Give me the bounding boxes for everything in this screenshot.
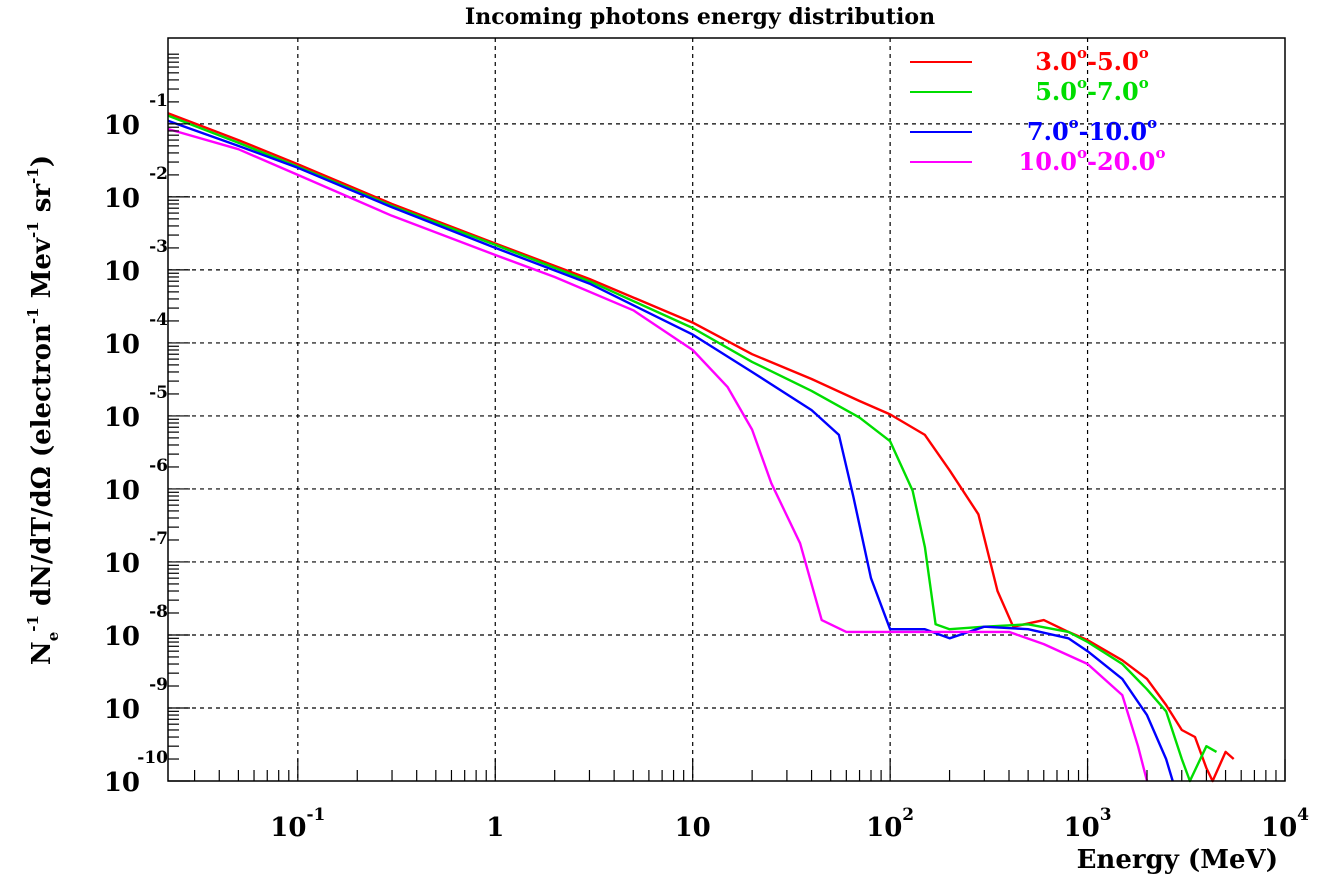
y-tick-base: 10	[104, 549, 140, 579]
x-tick-base: 1	[486, 813, 504, 843]
series-line-2	[167, 114, 1218, 783]
y-tick-base: 10	[104, 111, 140, 141]
grid	[168, 38, 1285, 781]
y-tick-exponent: -5	[149, 383, 168, 403]
x-tick-base: 10	[675, 813, 711, 843]
y-label-n: N	[27, 641, 57, 665]
x-tick-label: 103	[1064, 805, 1112, 843]
degree-mark: o	[1139, 74, 1149, 92]
y-label-sup1: -1	[24, 307, 42, 324]
degree-mark: o	[1139, 44, 1149, 62]
y-tick-exponent: -1	[149, 91, 168, 111]
y-tick-base: 10	[104, 768, 140, 798]
y-label-mev: Mev	[27, 237, 57, 307]
legend-angle: 10.0	[1019, 147, 1077, 176]
y-tick-base: 10	[104, 622, 140, 652]
y-tick-base: 10	[104, 330, 140, 360]
x-tick-exponent: 3	[1100, 805, 1112, 825]
x-tick-label: 10-1	[270, 805, 325, 843]
degree-mark: o	[1077, 44, 1087, 62]
x-tick-base: 10	[1261, 813, 1297, 843]
legend-angle: 7.0	[1027, 117, 1069, 146]
degree-mark: o	[1147, 114, 1157, 132]
y-tick-base: 10	[104, 695, 140, 725]
y-label-n-sub: e	[44, 632, 62, 642]
series-layer	[167, 112, 1235, 783]
x-tick-exponent: 4	[1297, 805, 1309, 825]
y-tick-exponent: -2	[149, 164, 168, 184]
x-tick-label: 104	[1261, 805, 1309, 843]
x-tick-label: 1	[486, 813, 504, 843]
x-axis-label: Energy (MeV)	[1077, 845, 1278, 875]
legend-angle: -7.0	[1087, 77, 1139, 106]
y-tick-exponent: -9	[149, 675, 168, 695]
series-line-4	[167, 127, 1149, 782]
y-tick-exponent: -3	[149, 237, 168, 257]
x-tick-base: 10	[866, 813, 902, 843]
y-tick-exponent: -4	[149, 310, 168, 330]
degree-mark: o	[1155, 144, 1165, 162]
legend-label-2: 5.0o-7.0o	[1035, 74, 1149, 106]
y-tick-labels: 10-110-210-310-410-510-610-710-810-910-1…	[104, 91, 168, 798]
legend-angle: 3.0	[1035, 47, 1077, 76]
y-tick-exponent: -6	[149, 456, 168, 476]
chart-title: Incoming photons energy distribution	[465, 4, 935, 30]
x-tick-base: 10	[270, 813, 306, 843]
x-tick-label: 102	[866, 805, 914, 843]
legend-label-3: 7.0o-10.0o	[1027, 114, 1157, 146]
degree-mark: o	[1069, 114, 1079, 132]
y-tick-exponent: -7	[149, 529, 168, 549]
y-label-sr: sr	[27, 184, 57, 222]
x-tick-exponent: -1	[306, 805, 325, 825]
legend-angle: 5.0	[1035, 77, 1077, 106]
y-tick-base: 10	[104, 476, 140, 506]
y-label-n-sup: -1	[24, 615, 42, 632]
degree-mark: o	[1077, 144, 1087, 162]
y-label-body: dN/dT/dΩ (electron	[27, 324, 57, 615]
legend-angle: -20.0	[1087, 147, 1155, 176]
legend-angle: -5.0	[1087, 47, 1139, 76]
x-tick-base: 10	[1064, 813, 1100, 843]
y-tick-base: 10	[104, 403, 140, 433]
legend-label-4: 10.0o-20.0o	[1019, 144, 1166, 176]
series-line-3	[167, 119, 1174, 782]
y-axis-label: Ne-1 dN/dT/dΩ (electron-1 Mev-1 sr-1)	[24, 155, 62, 665]
x-tick-exponent: 2	[902, 805, 914, 825]
ticks	[168, 53, 1286, 782]
x-tick-labels: 10-1 1 10 102 103 104	[270, 805, 1309, 843]
y-label-sup2: -1	[24, 221, 42, 238]
x-tick-label: 10	[675, 813, 711, 843]
series-line-1	[167, 112, 1235, 783]
y-tick-base: 10	[104, 184, 140, 214]
legend-label-1: 3.0o-5.0o	[1035, 44, 1149, 76]
degree-mark: o	[1077, 74, 1087, 92]
legend-angle: -10.0	[1079, 117, 1147, 146]
y-label-close: )	[27, 155, 57, 167]
y-tick-base: 10	[104, 257, 140, 287]
y-tick-exponent: -8	[149, 602, 168, 622]
y-label-sup3: -1	[24, 167, 42, 184]
y-tick-exponent: -10	[137, 748, 168, 768]
plot-frame	[167, 37, 1286, 782]
